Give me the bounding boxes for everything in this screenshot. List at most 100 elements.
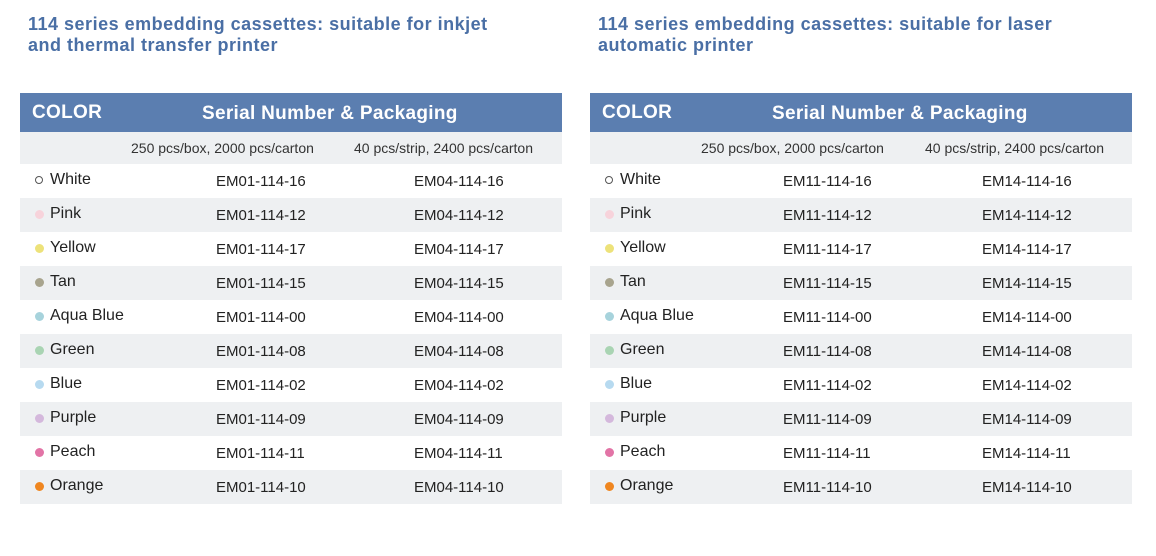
color-swatch-icon xyxy=(35,414,44,423)
color-name: Yellow xyxy=(620,239,666,256)
strip-serial-number: EM04-114-09 xyxy=(414,411,504,428)
color-swatch-icon xyxy=(35,176,43,184)
strip-serial-number: EM14-114-10 xyxy=(982,479,1072,496)
color-swatch-icon xyxy=(35,448,44,457)
table-row: Tan EM11-114-15 EM14-114-15 xyxy=(590,266,1132,300)
table-header: COLOR Serial Number & Packaging xyxy=(590,93,1132,132)
box-serial-number: EM01-114-08 xyxy=(216,343,306,360)
serial-column-header: Serial Number & Packaging xyxy=(202,103,458,124)
table-row: Pink EM01-114-12 EM04-114-12 xyxy=(20,198,562,232)
packaging-box-label: 250 pcs/box, 2000 pcs/carton xyxy=(131,140,314,156)
strip-serial-number: EM04-114-11 xyxy=(414,445,503,462)
color-swatch-icon xyxy=(605,482,614,491)
strip-serial-number: EM14-114-12 xyxy=(982,207,1072,224)
color-name: Yellow xyxy=(50,239,96,256)
packaging-subheader: 250 pcs/box, 2000 pcs/carton 40 pcs/stri… xyxy=(20,132,562,164)
color-name: White xyxy=(620,171,661,188)
section-heading: 114 series embedding cassettes: suitable… xyxy=(598,14,1053,55)
color-name: Pink xyxy=(50,205,82,222)
table-row: Purple EM11-114-09 EM14-114-09 xyxy=(590,402,1132,436)
table-row: Pink EM11-114-12 EM14-114-12 xyxy=(590,198,1132,232)
color-name: Orange xyxy=(620,477,674,494)
color-column-header: COLOR xyxy=(602,102,673,123)
strip-serial-number: EM14-114-16 xyxy=(982,173,1072,190)
box-serial-number: EM01-114-00 xyxy=(216,309,306,326)
table-row: Purple EM01-114-09 EM04-114-09 xyxy=(20,402,562,436)
cassette-table: COLOR Serial Number & Packaging 250 pcs/… xyxy=(590,93,1132,504)
box-serial-number: EM01-114-17 xyxy=(216,241,306,258)
color-name: White xyxy=(50,171,91,188)
table-row: White EM11-114-16 EM14-114-16 xyxy=(590,164,1132,198)
table-row: Blue EM01-114-02 EM04-114-02 xyxy=(20,368,562,402)
strip-serial-number: EM14-114-15 xyxy=(982,275,1072,292)
box-serial-number: EM01-114-09 xyxy=(216,411,306,428)
color-swatch-icon xyxy=(605,346,614,355)
box-serial-number: EM01-114-12 xyxy=(216,207,306,224)
table-row: Tan EM01-114-15 EM04-114-15 xyxy=(20,266,562,300)
table-row: Yellow EM11-114-17 EM14-114-17 xyxy=(590,232,1132,266)
table-row: Blue EM11-114-02 EM14-114-02 xyxy=(590,368,1132,402)
color-swatch-icon xyxy=(605,244,614,253)
color-name: Green xyxy=(50,341,95,358)
color-swatch-icon xyxy=(605,414,614,423)
color-swatch-icon xyxy=(605,210,614,219)
color-column-header: COLOR xyxy=(32,102,103,123)
table-row: Aqua Blue EM01-114-00 EM04-114-00 xyxy=(20,300,562,334)
color-swatch-icon xyxy=(605,380,614,389)
strip-serial-number: EM04-114-12 xyxy=(414,207,504,224)
strip-serial-number: EM04-114-10 xyxy=(414,479,504,496)
color-name: Blue xyxy=(50,375,83,392)
color-swatch-icon xyxy=(605,278,614,287)
box-serial-number: EM11-114-12 xyxy=(783,207,872,224)
color-swatch-icon xyxy=(35,278,44,287)
color-swatch-icon xyxy=(35,346,44,355)
color-name: Pink xyxy=(620,205,652,222)
color-name: Blue xyxy=(620,375,653,392)
cassette-table: COLOR Serial Number & Packaging 250 pcs/… xyxy=(20,93,562,504)
color-swatch-icon xyxy=(35,482,44,491)
table-row: Green EM11-114-08 EM14-114-08 xyxy=(590,334,1132,368)
color-swatch-icon xyxy=(35,244,44,253)
packaging-strip-label: 40 pcs/strip, 2400 pcs/carton xyxy=(925,140,1104,156)
box-serial-number: EM11-114-09 xyxy=(783,411,872,428)
strip-serial-number: EM14-114-02 xyxy=(982,377,1072,394)
serial-column-header: Serial Number & Packaging xyxy=(772,103,1028,124)
box-serial-number: EM11-114-02 xyxy=(783,377,872,394)
color-name: Tan xyxy=(620,273,646,290)
color-name: Green xyxy=(620,341,665,358)
packaging-box-label: 250 pcs/box, 2000 pcs/carton xyxy=(701,140,884,156)
box-serial-number: EM11-114-16 xyxy=(783,173,872,190)
table-row: Aqua Blue EM11-114-00 EM14-114-00 xyxy=(590,300,1132,334)
strip-serial-number: EM04-114-17 xyxy=(414,241,504,258)
box-serial-number: EM01-114-10 xyxy=(216,479,306,496)
box-serial-number: EM11-114-15 xyxy=(783,275,872,292)
table-row: Orange EM01-114-10 EM04-114-10 xyxy=(20,470,562,504)
strip-serial-number: EM04-114-15 xyxy=(414,275,504,292)
box-serial-number: EM01-114-11 xyxy=(216,445,305,462)
color-name: Tan xyxy=(50,273,76,290)
box-serial-number: EM01-114-02 xyxy=(216,377,306,394)
table-row: Orange EM11-114-10 EM14-114-10 xyxy=(590,470,1132,504)
packaging-subheader: 250 pcs/box, 2000 pcs/carton 40 pcs/stri… xyxy=(590,132,1132,164)
strip-serial-number: EM04-114-02 xyxy=(414,377,504,394)
color-swatch-icon xyxy=(35,312,44,321)
table-row: Peach EM11-114-11 EM14-114-11 xyxy=(590,436,1132,470)
table-row: Yellow EM01-114-17 EM04-114-17 xyxy=(20,232,562,266)
strip-serial-number: EM04-114-16 xyxy=(414,173,504,190)
strip-serial-number: EM14-114-11 xyxy=(982,445,1071,462)
table-row: Peach EM01-114-11 EM04-114-11 xyxy=(20,436,562,470)
strip-serial-number: EM14-114-09 xyxy=(982,411,1072,428)
box-serial-number: EM11-114-11 xyxy=(783,445,871,462)
color-swatch-icon xyxy=(605,176,613,184)
color-name: Aqua Blue xyxy=(50,307,124,324)
table-row: Green EM01-114-08 EM04-114-08 xyxy=(20,334,562,368)
box-serial-number: EM01-114-16 xyxy=(216,173,306,190)
box-serial-number: EM11-114-00 xyxy=(783,309,872,326)
strip-serial-number: EM14-114-08 xyxy=(982,343,1072,360)
color-swatch-icon xyxy=(35,380,44,389)
strip-serial-number: EM04-114-00 xyxy=(414,309,504,326)
strip-serial-number: EM14-114-17 xyxy=(982,241,1072,258)
box-serial-number: EM01-114-15 xyxy=(216,275,306,292)
strip-serial-number: EM04-114-08 xyxy=(414,343,504,360)
section-heading: 114 series embedding cassettes: suitable… xyxy=(28,14,488,55)
